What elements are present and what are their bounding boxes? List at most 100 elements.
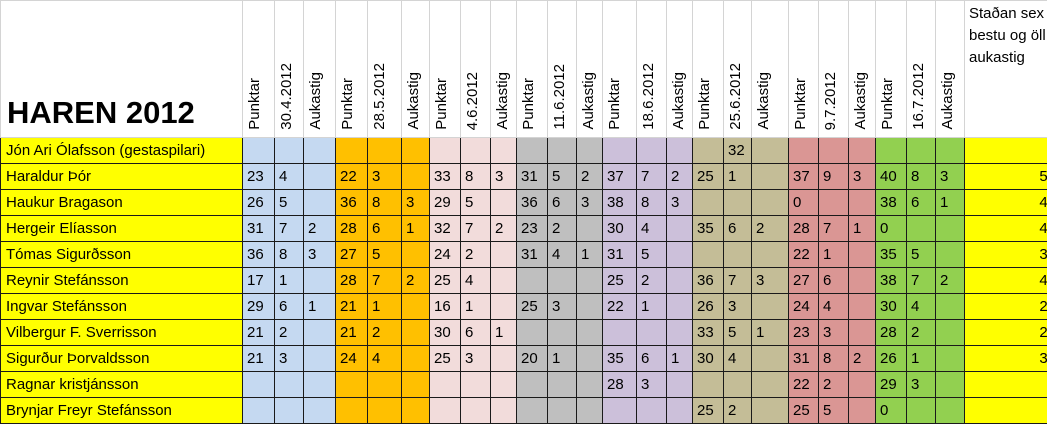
points-cell[interactable]: 21 — [335, 293, 368, 320]
bonus-cell[interactable] — [751, 345, 789, 372]
bonus-cell[interactable] — [401, 397, 430, 424]
points-cell[interactable]: 37 — [788, 163, 819, 190]
points-cell[interactable]: 22 — [788, 371, 819, 398]
bonus-cell[interactable] — [935, 319, 965, 346]
points-cell[interactable] — [429, 137, 461, 164]
stableford-cell[interactable]: 3 — [723, 293, 752, 320]
bonus-cell[interactable]: 2 — [576, 163, 603, 190]
bonus-cell[interactable]: 1 — [848, 215, 876, 242]
bonus-cell[interactable] — [303, 137, 336, 164]
player-name[interactable]: Ingvar Stefánsson — [0, 293, 243, 320]
points-cell[interactable]: 31 — [242, 215, 275, 242]
bonus-cell[interactable]: 2 — [848, 345, 876, 372]
bonus-cell[interactable] — [666, 319, 693, 346]
bonus-cell[interactable] — [666, 241, 693, 268]
points-cell[interactable]: 21 — [242, 319, 275, 346]
bonus-cell[interactable] — [576, 319, 603, 346]
stableford-cell[interactable]: 7 — [274, 215, 304, 242]
bonus-cell[interactable] — [401, 241, 430, 268]
bonus-cell[interactable] — [848, 397, 876, 424]
points-cell[interactable]: 28 — [335, 215, 368, 242]
stableford-cell[interactable] — [723, 241, 752, 268]
points-cell[interactable] — [875, 137, 907, 164]
points-cell[interactable]: 0 — [875, 215, 907, 242]
stableford-cell[interactable]: 5 — [460, 189, 491, 216]
points-cell[interactable]: 29 — [875, 371, 907, 398]
bonus-cell[interactable]: 3 — [401, 189, 430, 216]
points-cell[interactable]: 38 — [602, 189, 637, 216]
bonus-cell[interactable]: 2 — [935, 267, 965, 294]
points-cell[interactable]: 35 — [875, 241, 907, 268]
points-cell[interactable]: 36 — [692, 267, 724, 294]
points-cell[interactable]: 29 — [429, 189, 461, 216]
points-cell[interactable]: 23 — [242, 163, 275, 190]
bonus-cell[interactable] — [935, 241, 965, 268]
total-cell[interactable]: 33 — [964, 241, 1047, 268]
bonus-cell[interactable]: 2 — [401, 267, 430, 294]
stableford-cell[interactable]: 2 — [460, 241, 491, 268]
bonus-cell[interactable]: 1 — [666, 345, 693, 372]
points-cell[interactable] — [692, 189, 724, 216]
stableford-cell[interactable]: 3 — [906, 371, 936, 398]
bonus-cell[interactable] — [401, 319, 430, 346]
bonus-cell[interactable] — [576, 397, 603, 424]
points-cell[interactable]: 28 — [875, 319, 907, 346]
points-cell[interactable]: 17 — [242, 267, 275, 294]
bonus-cell[interactable] — [490, 293, 517, 320]
stableford-cell[interactable] — [906, 215, 936, 242]
stableford-cell[interactable] — [547, 137, 577, 164]
stableford-cell[interactable]: 3 — [367, 163, 402, 190]
points-cell[interactable]: 38 — [875, 267, 907, 294]
points-cell[interactable]: 21 — [335, 319, 368, 346]
stableford-cell[interactable]: 8 — [460, 163, 491, 190]
total-cell[interactable]: 7 — [964, 397, 1047, 424]
bonus-cell[interactable]: 1 — [401, 215, 430, 242]
total-cell[interactable]: 31 — [964, 345, 1047, 372]
stableford-cell[interactable]: 5 — [367, 241, 402, 268]
stableford-cell[interactable]: 5 — [547, 163, 577, 190]
bonus-cell[interactable]: 1 — [576, 241, 603, 268]
points-cell[interactable]: 30 — [692, 345, 724, 372]
bonus-cell[interactable] — [935, 345, 965, 372]
stableford-cell[interactable] — [906, 137, 936, 164]
points-cell[interactable] — [242, 137, 275, 164]
stableford-cell[interactable] — [460, 397, 491, 424]
points-cell[interactable] — [335, 397, 368, 424]
stableford-cell[interactable]: 9 — [818, 163, 849, 190]
player-name[interactable]: Reynir Stefánsson — [0, 267, 243, 294]
bonus-cell[interactable] — [751, 241, 789, 268]
stableford-cell[interactable]: 2 — [723, 397, 752, 424]
stableford-cell[interactable]: 6 — [906, 189, 936, 216]
bonus-cell[interactable] — [848, 319, 876, 346]
bonus-cell[interactable] — [751, 397, 789, 424]
points-cell[interactable] — [692, 371, 724, 398]
stableford-cell[interactable]: 2 — [906, 319, 936, 346]
bonus-cell[interactable]: 2 — [666, 163, 693, 190]
points-cell[interactable]: 24 — [429, 241, 461, 268]
points-cell[interactable]: 40 — [875, 163, 907, 190]
stableford-cell[interactable] — [636, 319, 667, 346]
stableford-cell[interactable]: 3 — [547, 293, 577, 320]
bonus-cell[interactable] — [490, 397, 517, 424]
stableford-cell[interactable] — [274, 371, 304, 398]
bonus-cell[interactable] — [401, 371, 430, 398]
points-cell[interactable]: 25 — [516, 293, 548, 320]
points-cell[interactable]: 22 — [602, 293, 637, 320]
stableford-cell[interactable] — [636, 397, 667, 424]
bonus-cell[interactable] — [401, 163, 430, 190]
total-cell[interactable]: 22 — [964, 293, 1047, 320]
points-cell[interactable]: 28 — [335, 267, 368, 294]
bonus-cell[interactable] — [576, 267, 603, 294]
points-cell[interactable]: 28 — [788, 215, 819, 242]
points-cell[interactable]: 23 — [516, 215, 548, 242]
stableford-cell[interactable]: 4 — [274, 163, 304, 190]
stableford-cell[interactable]: 8 — [367, 189, 402, 216]
bonus-cell[interactable] — [303, 371, 336, 398]
bonus-cell[interactable] — [576, 371, 603, 398]
stableford-cell[interactable] — [818, 189, 849, 216]
points-cell[interactable]: 23 — [788, 319, 819, 346]
bonus-cell[interactable] — [490, 189, 517, 216]
points-cell[interactable]: 25 — [429, 267, 461, 294]
points-cell[interactable]: 25 — [429, 345, 461, 372]
stableford-cell[interactable] — [547, 371, 577, 398]
